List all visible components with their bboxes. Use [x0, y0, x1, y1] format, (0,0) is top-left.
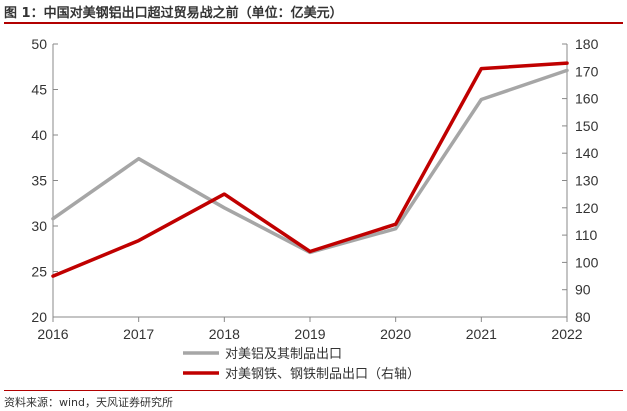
chart: 20 25 30 35 40 45 50 80 90 100 110 120 130 140 150 160 1… — [31, 36, 599, 382]
left-tick-label: 20 — [31, 309, 47, 325]
x-tick-label: 2022 — [551, 326, 582, 342]
left-tick-label: 25 — [31, 264, 47, 280]
left-tick-label: 45 — [31, 82, 47, 98]
right-tick-label: 170 — [575, 63, 599, 79]
x-tick-label: 2019 — [294, 326, 325, 342]
right-tick-label: 180 — [575, 36, 599, 52]
right-tick-label: 150 — [575, 118, 599, 134]
steel-series-line — [51, 61, 569, 278]
right-tick-label: 110 — [575, 227, 598, 243]
aluminum-series-line — [51, 68, 569, 255]
x-tick-label: 2016 — [37, 326, 68, 342]
legend-label: 对美钢铁、钢铁制品出口（右轴） — [225, 367, 420, 382]
right-tick-label: 100 — [575, 254, 599, 270]
right-tick-label: 130 — [575, 173, 599, 189]
figure-title: 图 1：中国对美钢铝出口超过贸易战之前（单位：亿美元） — [4, 6, 343, 21]
title-divider — [4, 22, 623, 24]
left-tick-label: 30 — [31, 218, 47, 234]
right-tick-label: 80 — [575, 309, 591, 325]
x-tick-label: 2021 — [466, 326, 497, 342]
right-tick-label: 90 — [575, 282, 591, 298]
left-tick-label: 40 — [31, 127, 47, 143]
x-tick-label: 2020 — [380, 326, 411, 342]
x-tick-label: 2017 — [123, 326, 154, 342]
right-tick-label: 160 — [575, 91, 599, 107]
x-tick-label: 2018 — [209, 326, 240, 342]
left-tick-label: 50 — [31, 36, 47, 52]
source-note: 资料来源：wind，天风证券研究所 — [4, 396, 174, 409]
legend-label: 对美铝及其制品出口 — [225, 347, 342, 362]
right-tick-label: 120 — [575, 200, 599, 216]
left-tick-label: 35 — [31, 173, 47, 189]
right-tick-label: 140 — [575, 145, 599, 161]
footer-divider — [4, 390, 623, 391]
